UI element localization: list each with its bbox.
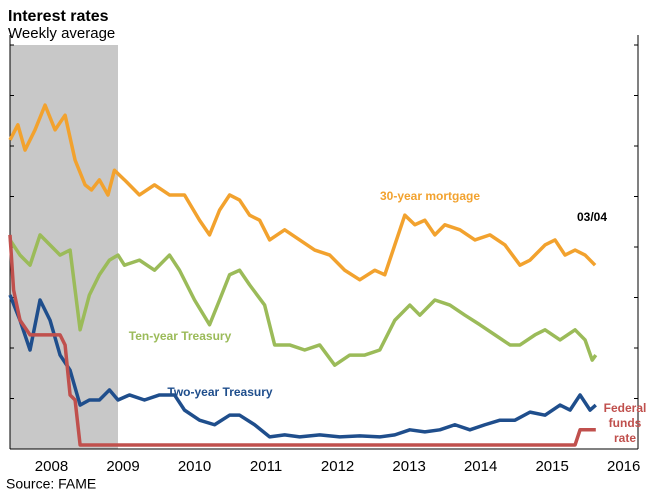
series-label: Federal funds rate [603, 401, 647, 445]
x-tick-label: 2008 [35, 458, 68, 475]
x-tick-label: 2012 [321, 458, 354, 475]
chart-title: Interest rates [8, 8, 109, 25]
recession-band [10, 45, 119, 449]
chart-subtitle: Weekly average [8, 25, 115, 42]
series-label: 30-year mortgage [379, 189, 481, 203]
series-line [8, 234, 596, 447]
x-tick-label: 2014 [464, 458, 497, 475]
series-line [8, 294, 597, 439]
series-line [8, 103, 597, 282]
x-tick-label: 2016 [607, 458, 640, 475]
series-label: Two-year Treasury [167, 385, 273, 399]
x-tick-label: 2010 [178, 458, 211, 475]
series-line [8, 233, 598, 367]
source: Source: FAME [6, 476, 96, 492]
x-tick-label: 2013 [392, 458, 425, 475]
date-annotation: 03/04 [577, 210, 607, 224]
series-label: Ten-year Treasury [128, 329, 232, 343]
x-tick-label: 2009 [106, 458, 139, 475]
x-tick-label: 2011 [250, 458, 282, 475]
x-tick-label: 2015 [535, 458, 568, 475]
